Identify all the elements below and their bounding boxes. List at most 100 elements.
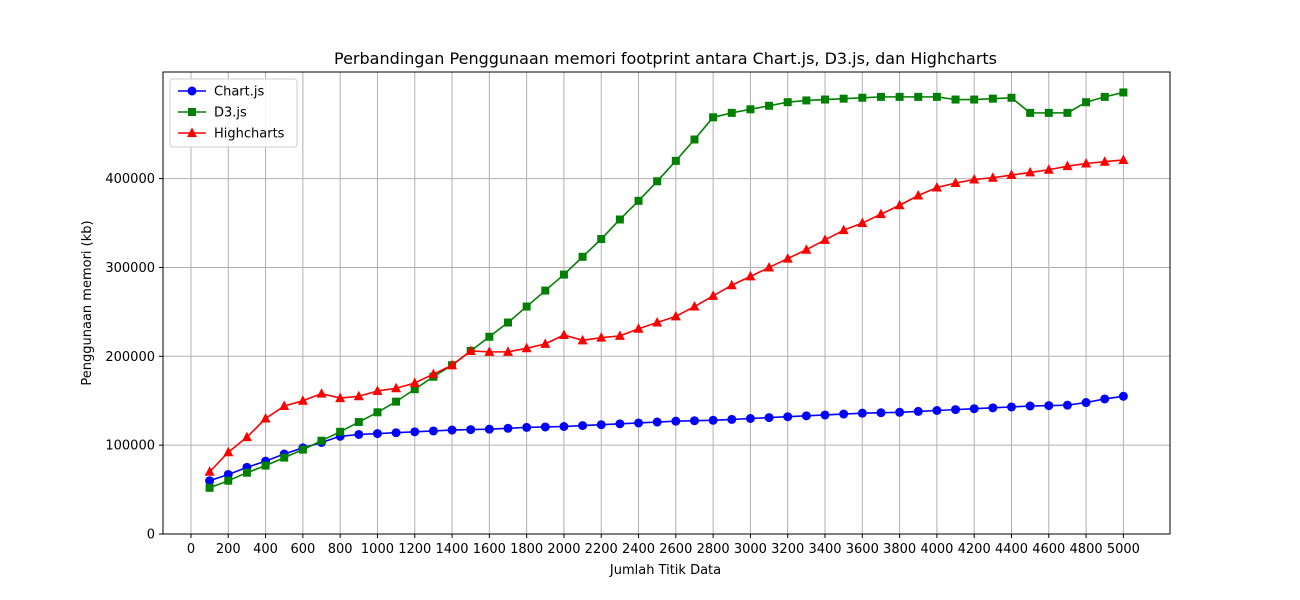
x-tick-label: 4200 [958,542,991,557]
axes: 0 200 400 600 800 1000 1200 1400 1600 1800 2000 220… [105,172,1140,557]
x-tick-label: 400 [253,542,278,557]
data-point-d3-js [1026,108,1035,117]
data-point-d3-js [336,427,345,436]
data-point-d3-js [709,113,718,122]
data-point-d3-js [522,302,531,311]
data-point-chart-js [820,410,830,420]
data-point-chart-js [652,417,662,427]
data-point-highcharts [969,174,980,184]
x-tick-label: 4400 [995,542,1028,557]
data-point-highcharts [241,431,252,442]
x-tick-label: 800 [328,542,353,557]
data-point-d3-js [578,252,587,261]
data-point-chart-js [428,426,438,436]
data-point-d3-js [373,408,382,417]
data-point-d3-js [392,397,401,406]
data-point-highcharts [633,323,644,333]
data-point-chart-js [783,412,793,422]
data-point-chart-js [801,411,811,421]
data-point-highcharts [372,385,383,395]
data-point-chart-js [857,408,867,418]
data-point-chart-js [522,422,532,432]
y-tick-label: 0 [147,528,155,543]
y-tick-label: 300000 [105,261,155,276]
data-point-highcharts [670,310,681,321]
data-point-chart-js [932,406,942,416]
legend-box [169,78,298,148]
x-tick-label: 200 [216,542,241,557]
plot-frame [162,71,1171,535]
data-point-d3-js [205,483,214,492]
data-point-chart-js [764,413,774,423]
data-point-d3-js [1044,108,1053,117]
data-point-highcharts [1081,158,1092,168]
data-point-highcharts [465,345,476,355]
legend-item-d3-js: D3.js [178,106,247,121]
data-point-d3-js [746,105,755,114]
series-line-highcharts [209,159,1124,473]
data-point-chart-js [1118,391,1128,401]
data-point-highcharts [558,329,569,339]
data-point-d3-js [242,468,251,477]
y-tick-label: 400000 [105,172,155,187]
data-point-d3-js [1119,88,1128,97]
data-point-d3-js [821,95,830,104]
x-tick-label: 3400 [808,542,841,557]
x-tick-label: 3600 [846,542,879,557]
data-point-chart-js [1100,394,1110,404]
data-point-highcharts [1043,164,1054,174]
data-point-d3-js [653,177,662,186]
data-point-chart-js [354,429,364,439]
data-point-chart-js [876,408,886,418]
x-tick-label: 600 [290,542,315,557]
y-tick-label: 100000 [105,439,155,454]
data-point-highcharts [1118,154,1129,164]
x-tick-label: 4600 [1032,542,1065,557]
data-point-highcharts [409,377,420,387]
data-point-highcharts [353,390,364,401]
data-point-chart-js [671,416,681,426]
data-point-chart-js [634,418,644,428]
data-point-d3-js [895,92,904,101]
data-point-highcharts [447,359,458,370]
data-point-d3-js [1100,92,1109,101]
data-point-highcharts [297,395,308,405]
data-point-d3-js [485,332,494,341]
legend-item-chart-js: Chart.js [178,85,264,100]
data-point-highcharts [1062,160,1073,171]
series-line-chart-js [209,395,1124,482]
x-tick-label: 2000 [547,542,580,557]
x-tick-label: 0 [187,542,195,557]
data-point-d3-js [932,92,941,101]
series-highcharts [204,154,1129,476]
data-point-highcharts [931,182,942,192]
data-point-chart-js [615,419,625,429]
data-point-highcharts [820,234,831,244]
data-point-highcharts [652,317,663,327]
series-line-d3-js [209,91,1124,489]
data-point-chart-js [466,425,476,435]
x-tick-label: 4800 [1070,542,1103,557]
data-point-chart-js [839,409,849,419]
data-point-chart-js [689,416,699,426]
x-tick-label: 1200 [398,542,431,557]
data-point-highcharts [726,279,737,290]
data-point-d3-js [988,94,997,103]
data-point-d3-js [783,98,792,107]
data-point-chart-js [745,414,755,423]
legend: Chart.js D3.js Highcharts [169,78,298,148]
legend-item-highcharts: Highcharts [178,127,285,142]
legend-marker-d3-js [188,108,196,116]
data-point-highcharts [484,346,495,356]
data-point-highcharts [204,466,215,476]
data-point-d3-js [690,135,699,144]
data-point-d3-js [597,235,606,244]
x-tick-label: 2800 [697,542,730,557]
data-point-highcharts [987,172,998,182]
data-point-d3-js [839,94,848,103]
data-point-d3-js [802,96,811,105]
legend-label-highcharts: Highcharts [214,127,285,142]
data-point-d3-js [765,101,774,110]
